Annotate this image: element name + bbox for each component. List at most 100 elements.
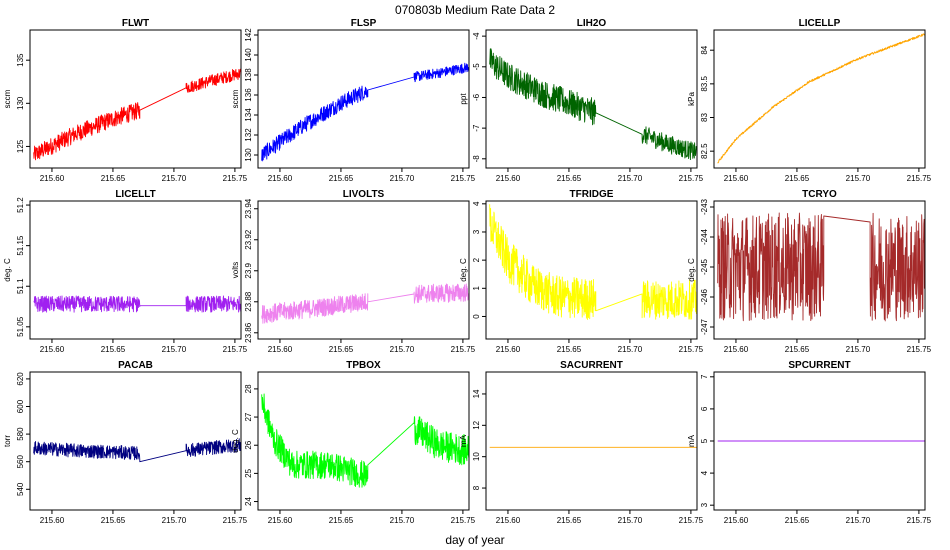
y-tick-label: -7	[472, 124, 481, 132]
y-tick-label: 23.94	[244, 198, 253, 219]
y-axis-label: torr	[3, 435, 12, 447]
y-tick-label: 82.5	[700, 143, 709, 159]
x-tick-label: 215.60	[724, 516, 749, 525]
y-tick-label: 51.15	[16, 235, 25, 256]
y-tick-label: 51.2	[16, 197, 25, 213]
y-tick-label: 560	[16, 454, 25, 468]
panel-tpbox: TPBOX 24 25 26 27 28 215.60 215.65 215.70 215.75 d…	[231, 360, 476, 525]
x-tick-label: 215.60	[268, 345, 293, 354]
x-tick-label: 215.70	[618, 516, 643, 525]
panel-title: SACURRENT	[560, 360, 623, 371]
x-tick-label: 215.65	[329, 345, 354, 354]
y-tick-label: 7	[700, 374, 709, 379]
y-tick-label: 26	[244, 440, 253, 449]
x-tick-label: 215.60	[268, 516, 293, 525]
y-tick-label: 142	[244, 28, 253, 42]
y-tick-label: -247	[700, 318, 709, 335]
series-line	[33, 438, 241, 463]
y-tick-label: 83.5	[700, 76, 709, 92]
panel-title: FLSP	[351, 18, 377, 29]
x-tick-label: 215.65	[785, 174, 810, 183]
y-tick-label: -5	[472, 63, 481, 71]
series-line	[33, 295, 241, 313]
y-axis-label: deg. C	[459, 258, 468, 282]
x-tick-label: 215.70	[162, 174, 187, 183]
y-tick-label: 27	[244, 412, 253, 421]
y-axis-label: deg. C	[231, 429, 240, 453]
y-tick-label: 8	[472, 485, 481, 490]
y-tick-label: 14	[472, 389, 481, 398]
plot-frame	[713, 29, 926, 169]
y-tick-label: -243	[700, 198, 709, 215]
y-tick-label: 51.1	[16, 278, 25, 294]
x-tick-label: 215.65	[101, 345, 126, 354]
y-tick-label: 28	[244, 384, 253, 393]
panel-tfridge: TFRIDGE 0 1 2 3 4 215.60 215.65 215.70 215.75 deg.…	[459, 189, 704, 354]
series-line	[261, 283, 469, 324]
y-tick-label: 130	[16, 96, 25, 110]
y-tick-label: 1	[472, 286, 481, 291]
y-tick-label: -244	[700, 228, 709, 245]
x-tick-label: 215.65	[785, 345, 810, 354]
x-tick-label: 215.75	[907, 516, 932, 525]
panel-title: TPBOX	[346, 360, 381, 371]
x-tick-label: 215.65	[101, 516, 126, 525]
plot-frame	[485, 29, 698, 169]
y-tick-label: 5	[700, 438, 709, 443]
x-tick-label: 215.60	[268, 174, 293, 183]
y-tick-label: -245	[700, 258, 709, 275]
panel-spcurrent: SPCURRENT 3 4 5 6 7 215.60 215.65 215.70 215.75 mA	[687, 360, 932, 525]
panel-tcryo: TCRYO -247 -246 -245 -244 -243 215.60 215.65 215…	[687, 189, 932, 354]
series-line	[261, 393, 469, 488]
plot-frame	[257, 200, 470, 340]
y-axis-label: deg. C	[3, 258, 12, 282]
x-tick-label: 215.75	[451, 345, 476, 354]
y-axis-label: mA	[687, 434, 696, 447]
y-tick-label: 23.86	[244, 322, 253, 343]
x-tick-label: 215.70	[162, 516, 187, 525]
y-tick-label: 620	[16, 372, 25, 386]
x-tick-label: 215.60	[496, 345, 521, 354]
series-line	[33, 68, 241, 161]
x-tick-label: 215.60	[496, 174, 521, 183]
series-line	[717, 212, 925, 322]
y-tick-label: 135	[16, 53, 25, 67]
y-tick-label: 83	[700, 113, 709, 122]
x-tick-label: 215.75	[679, 516, 704, 525]
x-tick-label: 215.75	[679, 345, 704, 354]
x-tick-label: 215.75	[223, 516, 248, 525]
y-tick-label: 84	[700, 45, 709, 54]
y-tick-label: 132	[244, 128, 253, 142]
panel-sacurrent: SACURRENT 8 10 12 14 215.60 215.65 215.70 215.75…	[459, 360, 704, 525]
x-tick-label: 215.65	[785, 516, 810, 525]
panel-title: TFRIDGE	[570, 189, 614, 200]
panel-livolts: LIVOLTS 23.86 23.88 23.9 23.92 23.94 215.60 215…	[231, 189, 476, 354]
x-tick-label: 215.75	[223, 345, 248, 354]
x-tick-label: 215.60	[496, 516, 521, 525]
plot-frame	[713, 200, 926, 340]
y-tick-label: 23.92	[244, 229, 253, 250]
y-tick-label: 134	[244, 108, 253, 122]
x-tick-label: 215.70	[846, 516, 871, 525]
panel-licellt: LICELLT 51.05 51.1 51.15 51.2 215.60 215.65 215…	[3, 189, 248, 354]
y-axis-label: ppt	[459, 93, 468, 105]
series-line	[489, 204, 697, 320]
panel-pacab: PACAB 540 560 580 600 620 215.60 215.65 215.70 21…	[3, 360, 248, 525]
x-tick-label: 215.70	[390, 174, 415, 183]
y-axis-label: volts	[231, 262, 240, 278]
y-tick-label: 23.9	[244, 262, 253, 278]
y-tick-label: 4	[472, 201, 481, 206]
y-tick-label: 6	[700, 406, 709, 411]
series-line	[489, 48, 697, 161]
panel-title: LIVOLTS	[343, 189, 385, 200]
y-tick-label: 23.88	[244, 291, 253, 312]
x-tick-label: 215.60	[40, 516, 65, 525]
x-tick-label: 215.70	[162, 345, 187, 354]
x-tick-label: 215.75	[907, 345, 932, 354]
y-tick-label: -246	[700, 288, 709, 305]
x-tick-label: 215.65	[557, 345, 582, 354]
x-tick-label: 215.75	[223, 174, 248, 183]
y-tick-label: 0	[472, 314, 481, 319]
